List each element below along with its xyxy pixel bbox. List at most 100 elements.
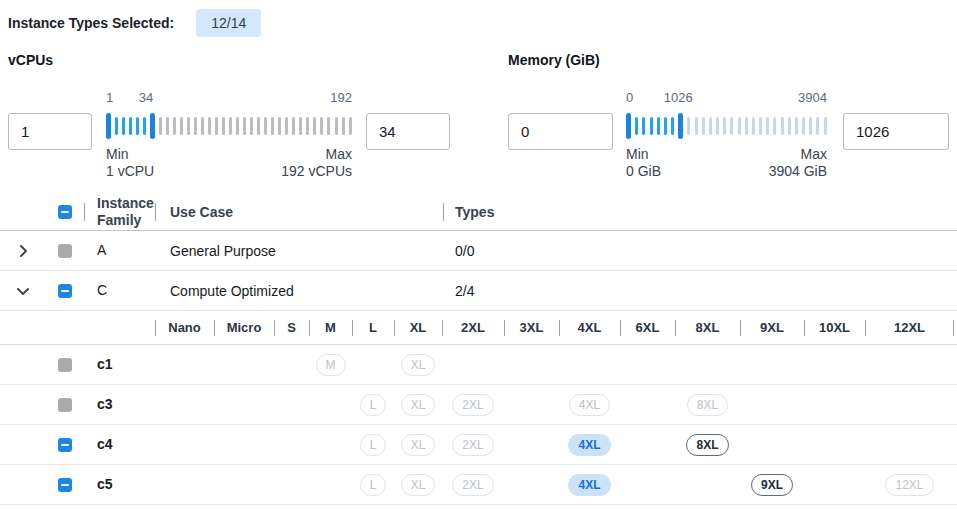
table-header-row: Instance Family Use Case Types <box>0 193 957 231</box>
size-pill-8xl[interactable]: 8XL <box>686 434 728 456</box>
size-pill-2xl: 2XL <box>452 474 493 496</box>
slider-tick <box>173 117 176 135</box>
slider-tick <box>802 117 805 135</box>
size-column-header-10xl: 10XL <box>804 311 865 345</box>
size-column-header-2xl: 2XL <box>442 311 504 345</box>
size-columns-header: NanoMicroSMLXL2XL3XL4XL6XL8XL9XL10XL12XL <box>155 311 954 345</box>
vcpus-max-input[interactable] <box>366 113 450 150</box>
column-header-instance-family: Instance Family <box>84 195 155 229</box>
size-column-header-l: L <box>352 311 394 345</box>
filters-section: vCPUs 1 34 192 Min 1 vCPU Max 192 <box>0 52 957 180</box>
slider-tick <box>115 117 118 135</box>
vcpus-scale-end: 192 <box>330 90 352 105</box>
slider-handle[interactable] <box>678 113 683 139</box>
instance-name: c5 <box>84 476 155 493</box>
memory-title: Memory (GiB) <box>508 52 949 70</box>
expand-toggle-icon[interactable] <box>15 283 31 299</box>
vcpus-range-slider[interactable]: 1 34 192 Min 1 vCPU Max 192 vCPUs <box>106 90 352 180</box>
instance-row-c1: c1 MXL <box>0 345 957 385</box>
slider-tick <box>327 117 330 135</box>
slider-tick <box>716 117 719 135</box>
size-pill-9xl[interactable]: 9XL <box>751 474 793 496</box>
instance-size-pills: LXL2XL4XL9XL12XL <box>155 474 954 496</box>
size-pill-l: L <box>360 394 387 416</box>
slider-tick <box>257 117 260 135</box>
slider-handle[interactable] <box>106 113 111 139</box>
slider-tick <box>208 117 211 135</box>
instance-family-table: Instance Family Use Case Types A General… <box>0 193 957 505</box>
slider-tick <box>642 117 645 135</box>
slider-tick <box>264 117 267 135</box>
instance-c3-checkbox <box>58 398 72 412</box>
slider-tick <box>320 117 323 135</box>
memory-max-input[interactable] <box>843 113 949 150</box>
size-pill-4xl[interactable]: 4XL <box>568 434 610 456</box>
slider-tick <box>635 117 638 135</box>
slider-tick <box>201 117 204 135</box>
size-pill-4xl[interactable]: 4XL <box>568 474 610 496</box>
slider-tick <box>759 117 762 135</box>
size-pill-12xl: 12XL <box>885 474 933 496</box>
size-pill-xl: XL <box>401 394 436 416</box>
memory-min-input[interactable] <box>508 113 613 150</box>
slider-tick <box>122 117 125 135</box>
size-column-header-3xl: 3XL <box>504 311 559 345</box>
vcpus-scale: 1 34 192 <box>106 90 352 106</box>
memory-range-slider[interactable]: 0 1026 3904 Min 0 GiB Max 3904 GiB <box>626 90 827 180</box>
vcpus-scale-mid: 34 <box>139 90 153 105</box>
vcpus-scale-start: 1 <box>106 90 113 105</box>
slider-tick <box>657 117 660 135</box>
memory-scale-end: 3904 <box>798 90 827 105</box>
size-pill-m: M <box>316 354 346 376</box>
family-c-checkbox[interactable] <box>58 284 72 298</box>
slider-tick <box>664 117 667 135</box>
slider-tick <box>695 117 698 135</box>
size-column-header-micro: Micro <box>214 311 274 345</box>
slider-tick <box>143 117 146 135</box>
memory-scale-start: 0 <box>626 90 633 105</box>
expand-toggle-icon[interactable] <box>15 243 31 259</box>
slider-tick <box>271 117 274 135</box>
memory-min-caption: Min 0 GiB <box>626 146 661 180</box>
slider-handle[interactable] <box>150 113 155 139</box>
size-column-header-xl: XL <box>394 311 442 345</box>
size-column-header-m: M <box>309 311 352 345</box>
slider-tick <box>292 117 295 135</box>
slider-tick <box>816 117 819 135</box>
slider-tick <box>752 117 755 135</box>
vcpus-minmax: Min 1 vCPU Max 192 vCPUs <box>106 146 352 180</box>
family-name: C <box>84 282 155 299</box>
slider-tick <box>738 117 741 135</box>
size-column-header-12xl: 12XL <box>865 311 954 345</box>
size-pill-l: L <box>360 434 387 456</box>
select-all-checkbox[interactable] <box>58 205 72 219</box>
selection-count-badge: 12/14 <box>196 9 261 37</box>
slider-tick <box>222 117 225 135</box>
instance-c5-checkbox[interactable] <box>58 478 72 492</box>
vcpus-max-caption: Max 192 vCPUs <box>281 146 352 180</box>
family-types-count: 2/4 <box>443 283 957 299</box>
vcpus-min-input[interactable] <box>8 113 92 150</box>
slider-tick <box>773 117 776 135</box>
slider-tick <box>136 117 139 135</box>
memory-scale: 0 1026 3904 <box>626 90 827 106</box>
slider-tick <box>766 117 769 135</box>
slider-tick <box>159 117 162 135</box>
column-header-use-case: Use Case <box>155 204 443 220</box>
instance-name: c1 <box>84 356 155 373</box>
memory-filter: Memory (GiB) 0 1026 3904 Min 0 GiB Max <box>508 52 949 180</box>
slider-tick <box>215 117 218 135</box>
instance-name: c3 <box>84 396 155 413</box>
size-pill-xl: XL <box>401 474 436 496</box>
slider-tick <box>299 117 302 135</box>
slider-handle[interactable] <box>626 113 631 139</box>
slider-tick <box>650 117 653 135</box>
slider-tick <box>129 117 132 135</box>
vcpus-min-caption: Min 1 vCPU <box>106 146 154 180</box>
size-column-header-9xl: 9XL <box>740 311 804 345</box>
vcpus-slider-track[interactable] <box>106 112 352 140</box>
instance-row-c3: c3 LXL2XL4XL8XL <box>0 385 957 425</box>
instance-c4-checkbox[interactable] <box>58 438 72 452</box>
memory-slider-track[interactable] <box>626 112 827 140</box>
slider-tick <box>278 117 281 135</box>
